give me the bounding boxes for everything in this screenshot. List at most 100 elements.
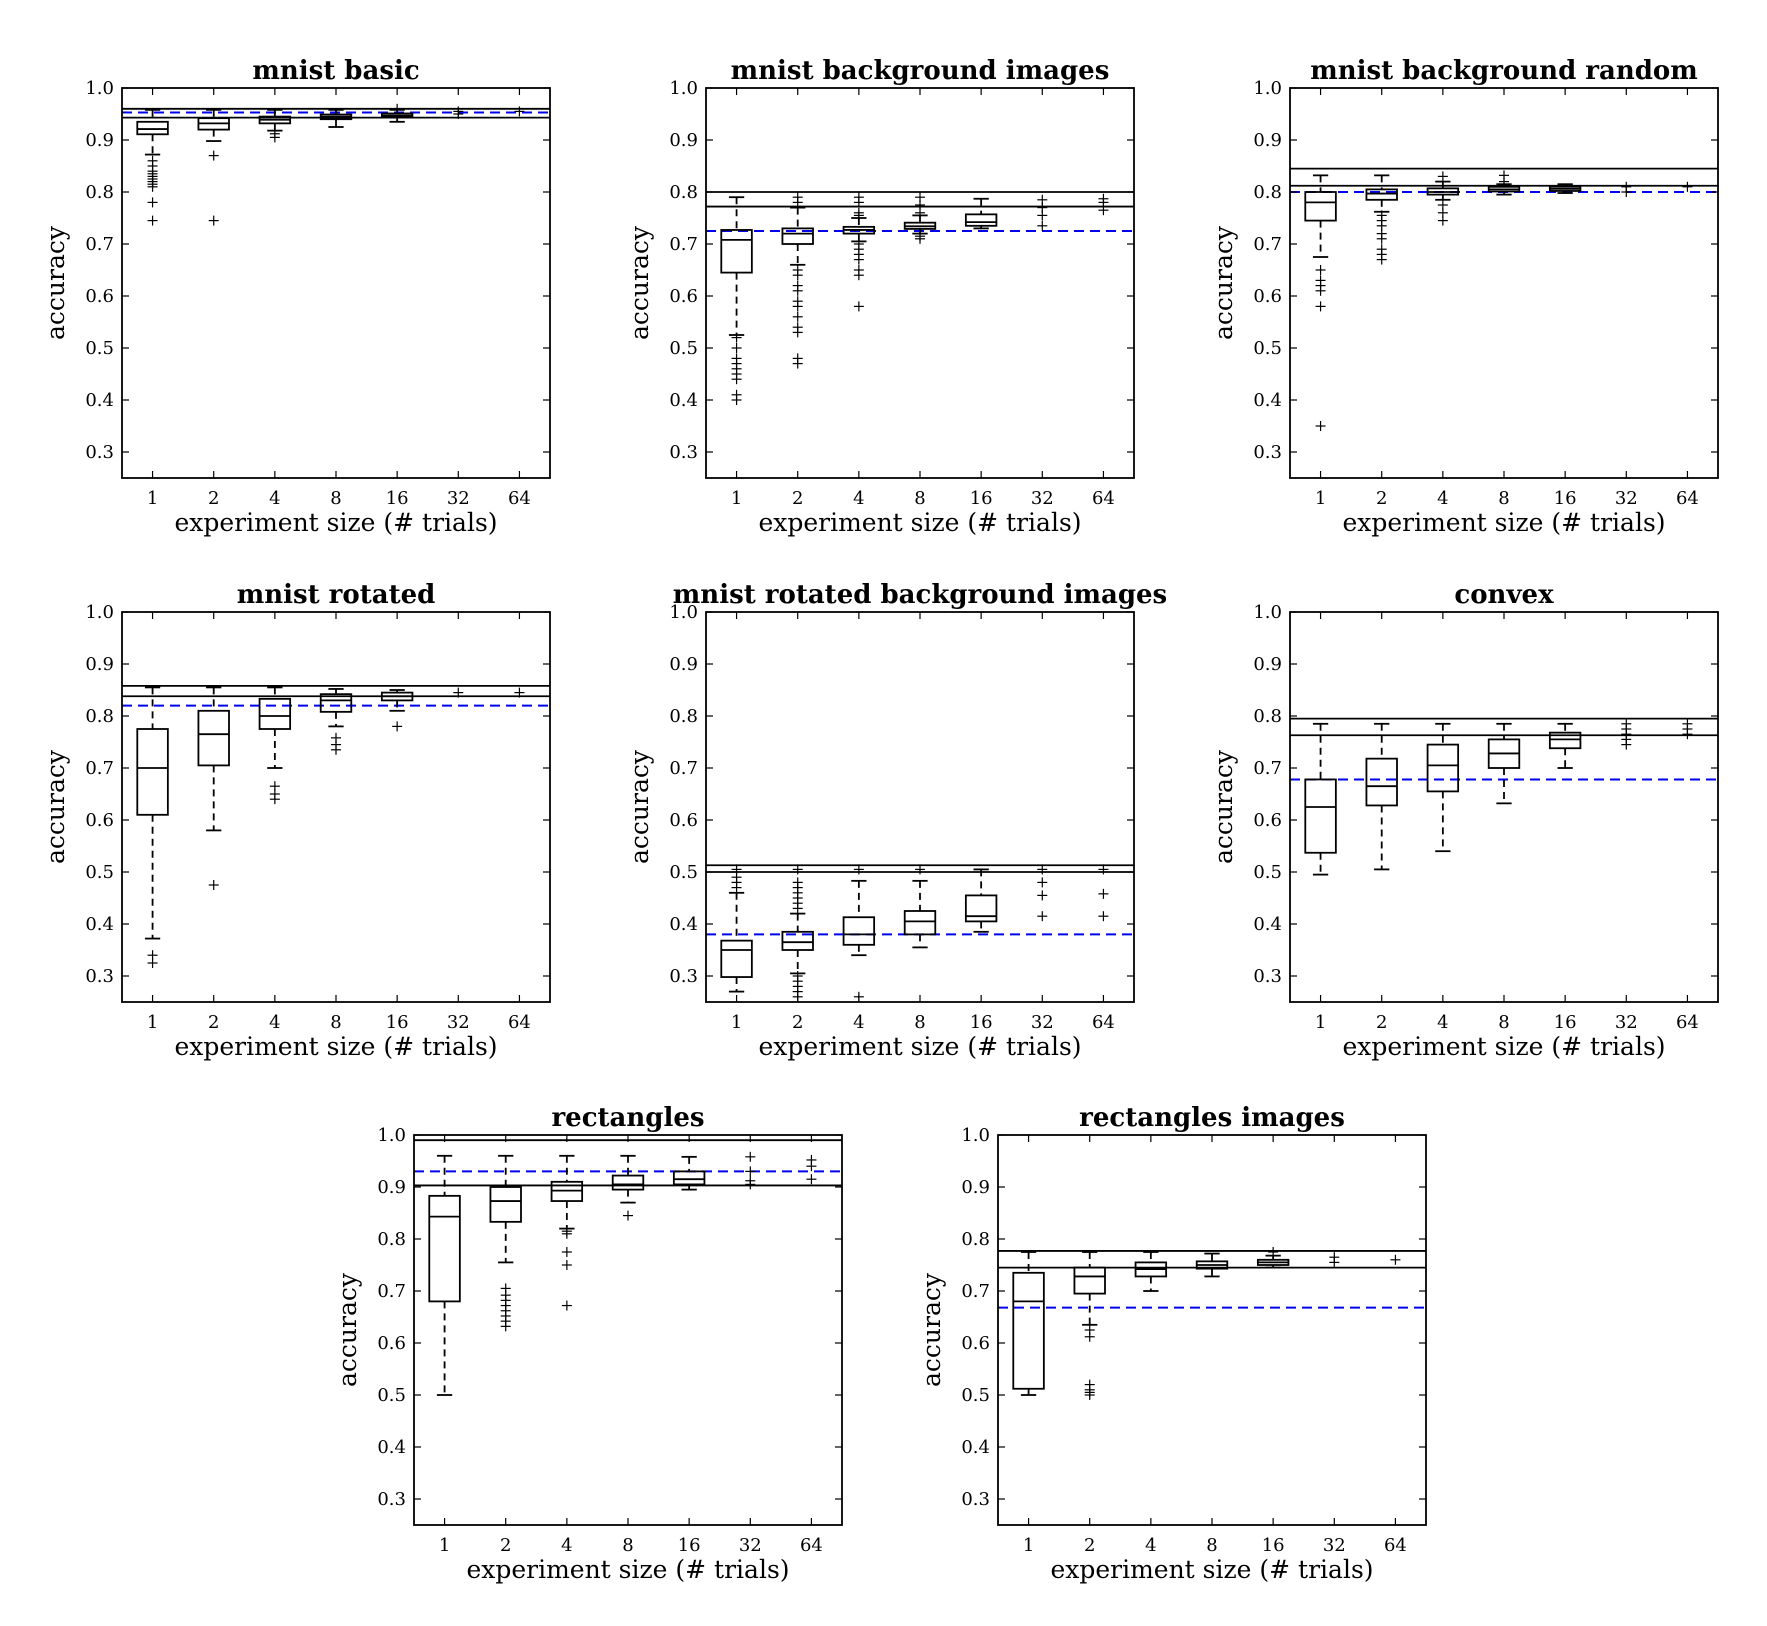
x-tick-label: 16 [386,488,409,509]
plot-frame [1289,87,1719,479]
outlier-marker [853,239,864,249]
box [258,697,292,730]
box-plot [1365,174,1398,213]
y-tick-label: 0.8 [85,706,114,727]
outlier-marker [915,231,925,242]
x-tick-label: 16 [970,1012,993,1033]
y-tick-label: 0.3 [85,966,114,987]
x-tick-label: 8 [1206,1535,1217,1556]
outlier-marker [1037,194,1048,205]
x-tick-label: 4 [269,1012,280,1033]
box [136,120,169,136]
x-tick-label: 2 [1376,1012,1387,1033]
y-tick-label: 0.6 [669,286,698,307]
chart-title: mnist basic [252,56,419,86]
y-tick-label: 0.3 [377,1489,406,1510]
x-tick-label: 4 [1437,488,1448,509]
chart-title: mnist rotated [237,580,436,610]
box [319,693,353,713]
x-tick-label: 1 [1315,488,1326,509]
x-tick-label: 2 [1376,488,1387,509]
box-plot [1426,722,1460,853]
outlier-marker [1315,421,1326,431]
outlier-marker [500,1283,511,1294]
outlier-marker [1037,911,1048,922]
outlier-marker [1390,1254,1401,1265]
y-tick-label: 0.5 [1253,338,1282,359]
outlier-marker [561,1260,572,1270]
outlier-marker [806,1154,817,1165]
y-tick-label: 0.7 [85,758,114,779]
x-tick-label: 8 [914,488,925,509]
y-axis-label: accuracy [333,1272,362,1387]
y-tick-label: 0.5 [85,338,114,359]
box-plot [964,197,998,230]
y-tick-label: 1.0 [85,602,114,623]
y-tick-label: 0.6 [669,810,698,831]
box-plot [1426,180,1460,201]
x-tick-label: 2 [792,1012,803,1033]
outlier-marker [1037,890,1048,901]
x-tick-label: 32 [1615,1012,1638,1033]
x-tick-label: 32 [1031,488,1054,509]
subplot: 0.3 0.4 0.5 0.6 0.7 0.8 0.9 1.0 1 2 4 8 16 32 64 mnist … [625,56,1135,537]
box-plot [136,686,169,940]
y-tick-label: 0.6 [85,810,114,831]
x-tick-label: 8 [622,1535,633,1556]
x-tick-label: 16 [1554,1012,1577,1033]
x-axis-label: experiment size (# trials) [758,1032,1081,1061]
y-tick-label: 0.5 [961,1385,990,1406]
x-tick-label: 64 [1092,488,1115,509]
box-plot [903,879,937,949]
box [428,1194,461,1303]
outlier-marker [453,687,464,698]
x-tick-label: 32 [1615,488,1638,509]
y-tick-label: 0.9 [1253,130,1282,151]
y-tick-label: 1.0 [1253,78,1282,99]
outlier-marker [1037,877,1048,888]
x-tick-label: 64 [508,488,531,509]
outlier-marker [1084,1379,1095,1390]
y-tick-label: 0.4 [377,1437,406,1458]
box [1365,757,1398,807]
outlier-marker [792,877,803,888]
plot-frame [705,87,1135,479]
x-tick-label: 64 [1384,1535,1407,1556]
chart-title: rectangles images [1079,1103,1345,1133]
box [842,916,876,946]
x-tick-label: 32 [447,488,470,509]
y-tick-label: 0.9 [85,130,114,151]
outlier-marker [745,1175,756,1186]
box-plot [319,688,353,728]
subplot: 0.3 0.4 0.5 0.6 0.7 0.8 0.9 1.0 1 2 4 8 16 32 64 convex… [1209,580,1719,1061]
x-tick-label: 4 [1437,1012,1448,1033]
y-tick-label: 0.4 [669,390,698,411]
y-tick-label: 0.3 [1253,442,1282,463]
outlier-marker [853,265,864,275]
box [964,213,998,227]
x-tick-label: 1 [731,488,742,509]
y-tick-label: 0.8 [85,182,114,203]
outlier-marker [1682,718,1693,729]
x-tick-label: 2 [1084,1535,1095,1556]
y-tick-label: 0.6 [85,286,114,307]
outlier-marker [806,1174,817,1185]
outlier-marker [1315,301,1326,312]
outlier-marker [1376,210,1387,221]
y-tick-label: 0.9 [961,1177,990,1198]
y-tick-label: 0.5 [669,862,698,883]
y-axis-label: accuracy [41,225,70,340]
box-plot [1073,1251,1106,1326]
outlier-marker [561,1300,572,1311]
outlier-marker [792,192,803,203]
box-plot [1195,1252,1229,1278]
y-tick-label: 0.5 [1253,862,1282,883]
box [1304,778,1337,854]
outlier-marker [853,864,864,875]
outlier-marker [1098,911,1109,922]
outlier-marker [561,1247,572,1257]
x-tick-label: 16 [386,1012,409,1033]
x-tick-label: 8 [330,488,341,509]
outlier-marker [1098,888,1109,899]
x-tick-label: 4 [1145,1535,1156,1556]
